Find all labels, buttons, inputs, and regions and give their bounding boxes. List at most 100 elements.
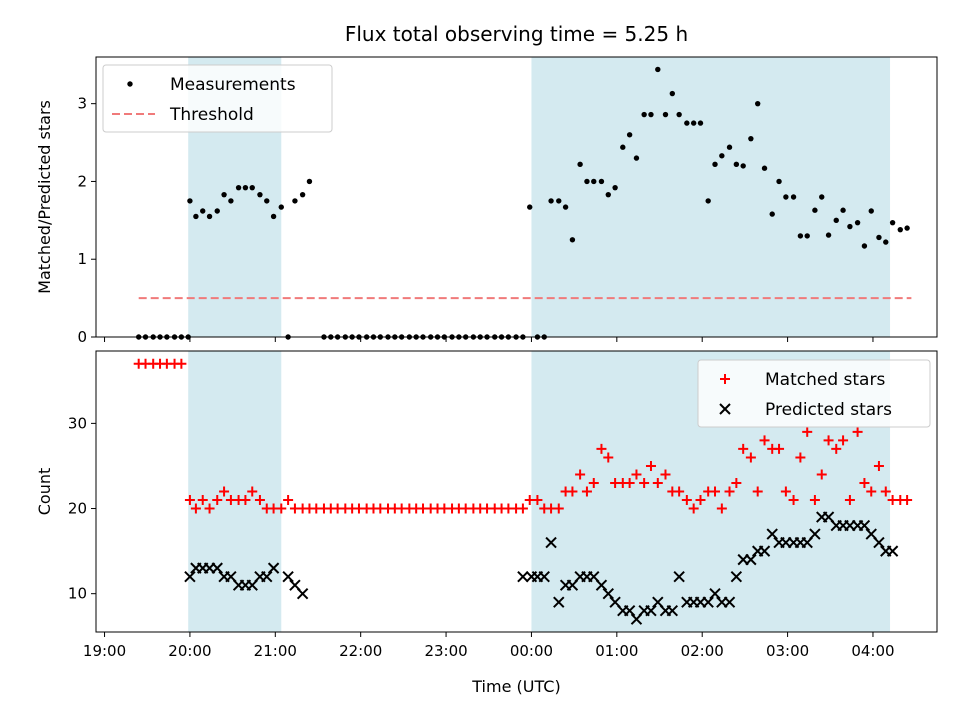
data-point <box>240 495 251 506</box>
data-point <box>591 178 597 185</box>
data-point <box>688 503 699 514</box>
data-point <box>804 233 810 239</box>
data-point <box>673 570 685 583</box>
bottom-legend: Matched stars Predicted stars <box>697 359 931 428</box>
data-point <box>790 194 797 200</box>
data-point <box>705 198 711 204</box>
data-point <box>733 161 740 168</box>
data-point <box>595 579 608 591</box>
data-point <box>655 66 661 73</box>
data-point <box>211 562 223 574</box>
data-point <box>545 536 557 549</box>
data-point <box>726 144 733 150</box>
data-point <box>859 477 870 488</box>
data-point <box>197 495 208 506</box>
data-point <box>759 435 770 446</box>
x-tick-label: 03:00 <box>766 642 809 660</box>
data-point <box>276 503 287 514</box>
legend-label: Predicted stars <box>765 400 892 420</box>
data-point <box>819 194 825 200</box>
data-point <box>740 163 746 169</box>
data-point <box>556 198 562 204</box>
data-point <box>795 452 806 463</box>
data-point <box>730 570 743 583</box>
data-point <box>603 452 614 463</box>
data-point <box>257 191 263 198</box>
legend-marker <box>719 403 731 415</box>
data-point <box>847 223 853 230</box>
data-point <box>187 198 193 204</box>
data-point <box>612 184 618 191</box>
data-point <box>249 184 255 191</box>
data-point <box>584 178 590 185</box>
data-point <box>631 469 642 480</box>
data-point <box>267 562 280 574</box>
data-point <box>193 213 199 220</box>
data-point <box>712 161 718 168</box>
data-point <box>569 237 576 243</box>
data-point <box>797 233 804 239</box>
data-point <box>809 495 820 506</box>
x-tick-label: 02:00 <box>681 642 724 660</box>
data-point <box>242 184 249 191</box>
data-point <box>517 570 529 583</box>
data-point <box>212 495 223 506</box>
x-tick-label: 22:00 <box>339 642 382 660</box>
data-point <box>602 587 614 600</box>
data-point <box>861 243 868 249</box>
data-point <box>264 198 270 204</box>
data-point <box>866 486 877 497</box>
data-point <box>532 495 543 506</box>
top-y-tick-label: 3 <box>77 95 87 113</box>
top-y-axis-label: Matched/Predicted stars <box>35 100 54 294</box>
data-point <box>873 460 884 471</box>
data-point <box>709 587 721 600</box>
data-point <box>769 211 775 217</box>
data-point <box>176 358 187 369</box>
data-point <box>897 226 903 233</box>
data-point <box>783 194 789 200</box>
data-point <box>761 165 768 171</box>
data-point <box>766 528 778 540</box>
data-point <box>261 570 273 583</box>
x-tick-label: 21:00 <box>254 642 297 660</box>
data-point <box>598 178 605 185</box>
top-panel: 0 1 2 3 Matched/Predicted stars Measurements T… <box>35 56 938 346</box>
data-point <box>283 495 294 506</box>
data-point <box>641 111 647 118</box>
data-point <box>282 570 294 583</box>
data-point <box>838 435 849 446</box>
data-point <box>645 460 656 471</box>
data-point <box>774 443 785 454</box>
x-tick-label: 00:00 <box>510 642 553 660</box>
data-point <box>581 486 592 497</box>
data-point <box>648 111 654 118</box>
data-point <box>200 208 206 214</box>
data-point <box>873 536 885 549</box>
bottom-y-axis-label: Count <box>35 468 54 516</box>
bottom-y-tick-label: 20 <box>68 500 87 518</box>
data-point <box>868 208 874 214</box>
data-point <box>674 486 685 497</box>
data-point <box>626 132 633 138</box>
data-point <box>702 596 714 608</box>
data-point <box>723 596 736 608</box>
data-point <box>577 161 583 168</box>
data-point <box>306 178 313 185</box>
data-point <box>902 495 913 506</box>
data-point <box>278 204 284 210</box>
data-point <box>844 495 855 506</box>
data-point <box>206 213 213 220</box>
data-point <box>758 545 771 557</box>
bottom-series-matched-stars <box>133 358 913 514</box>
data-point <box>752 486 763 497</box>
top-y-tick-label: 1 <box>77 250 87 268</box>
data-point <box>883 239 889 245</box>
data-point <box>676 111 682 118</box>
data-point <box>517 503 528 514</box>
data-point <box>567 486 578 497</box>
data-point <box>833 217 839 224</box>
data-point <box>527 204 533 210</box>
data-point <box>254 495 265 506</box>
top-series-measurements <box>135 66 910 340</box>
